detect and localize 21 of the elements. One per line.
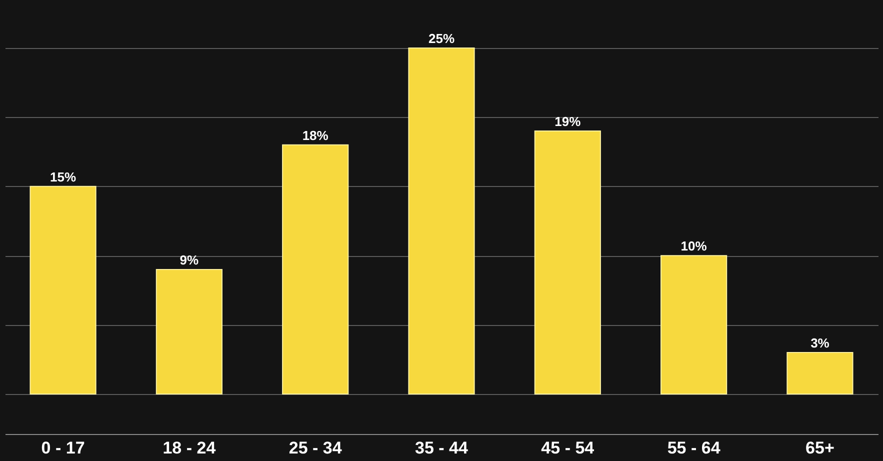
bar bbox=[408, 48, 475, 394]
x-tick-label: 18 - 24 bbox=[162, 438, 216, 458]
x-tick-label: 55 - 64 bbox=[667, 438, 721, 458]
x-tick-label: 25 - 34 bbox=[288, 438, 342, 458]
data-label: 3% bbox=[810, 335, 830, 350]
bar bbox=[534, 130, 601, 394]
data-label: 25% bbox=[428, 31, 455, 46]
bar bbox=[282, 144, 349, 394]
bar bbox=[660, 255, 728, 394]
bar bbox=[30, 186, 96, 394]
bar bbox=[156, 268, 222, 394]
x-tick-label: 45 - 54 bbox=[541, 438, 595, 458]
data-label: 15% bbox=[50, 169, 76, 184]
data-label: 10% bbox=[680, 238, 708, 254]
data-label: 19% bbox=[554, 114, 582, 130]
x-tick-label: 65+ bbox=[806, 438, 834, 458]
data-label: 9% bbox=[180, 252, 200, 268]
x-tick-label: 0 - 17 bbox=[41, 438, 85, 458]
x-tick-label: 35 - 44 bbox=[415, 438, 468, 458]
data-label: 18% bbox=[302, 128, 329, 143]
bar bbox=[786, 352, 854, 394]
